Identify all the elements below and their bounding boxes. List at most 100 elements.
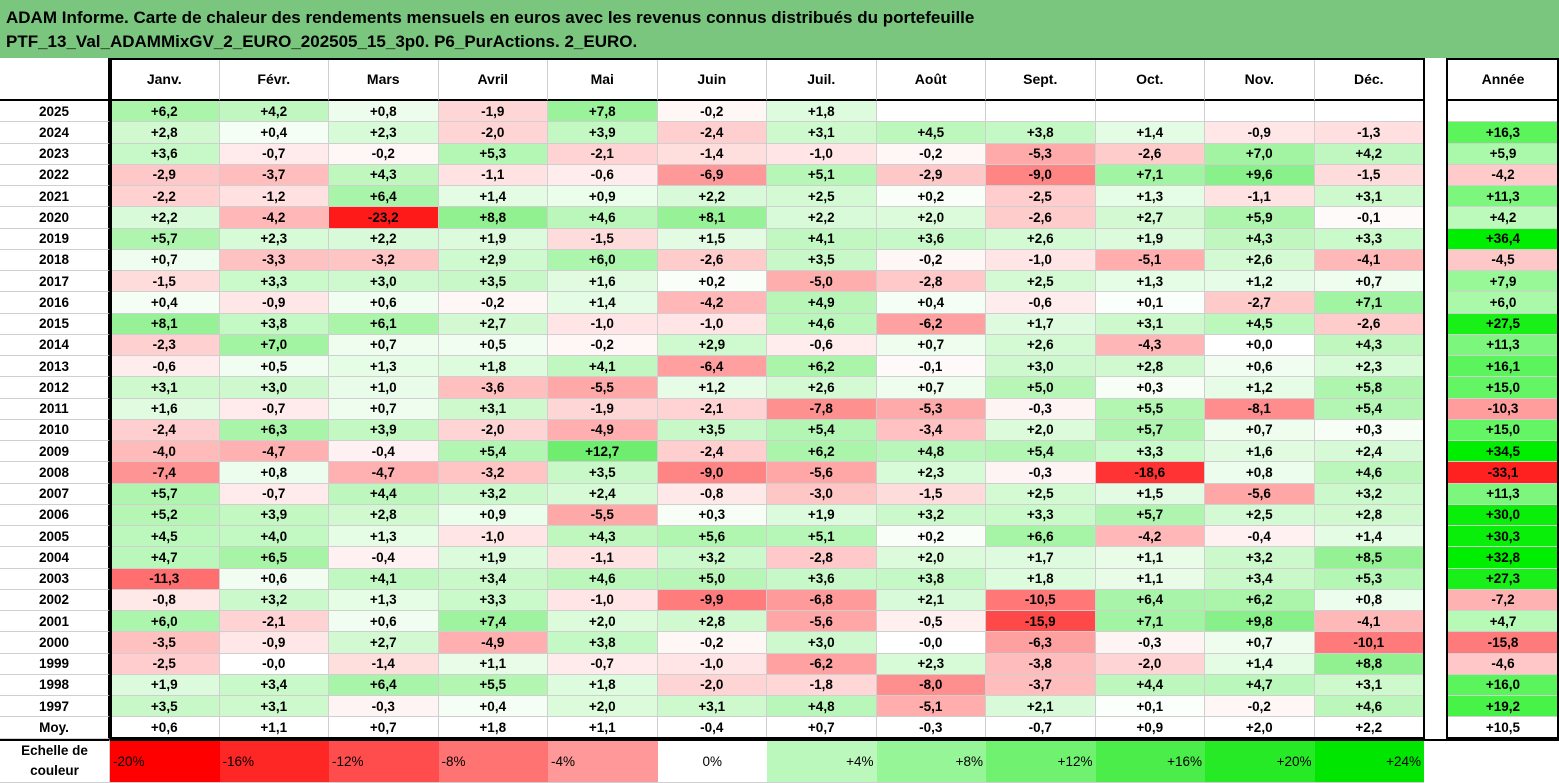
color-scale-label-line: couleur xyxy=(30,763,79,779)
heatmap-cell: -5,1 xyxy=(876,696,986,718)
gap-column xyxy=(1424,483,1446,505)
gap-column xyxy=(1424,526,1446,548)
heatmap-cell: +6,4 xyxy=(329,674,439,696)
heatmap-cell: +1,3 xyxy=(329,589,439,611)
heatmap-cell: +2,9 xyxy=(657,334,767,356)
heatmap-cell: +6,5 xyxy=(219,547,329,569)
heatmap-cell: +6,3 xyxy=(219,419,329,441)
year-total-cell: +15,0 xyxy=(1446,419,1559,441)
heatmap-cell: +4,7 xyxy=(1205,674,1315,696)
gap-column xyxy=(1424,313,1446,335)
heatmap-cell: -7,4 xyxy=(110,462,220,484)
year-total-cell: -4,6 xyxy=(1446,653,1559,675)
heatmap-cell: -1,2 xyxy=(219,186,329,208)
year-label: 2001 xyxy=(0,611,110,633)
heatmap-cell: -2,6 xyxy=(986,207,1096,229)
heatmap-cell: +4,5 xyxy=(110,526,220,548)
average-cell: +1,1 xyxy=(548,717,658,739)
average-cell: -0,7 xyxy=(986,717,1096,739)
heatmap-cell: +8,5 xyxy=(1314,547,1424,569)
heatmap-cell: -4,7 xyxy=(329,462,439,484)
gap-column xyxy=(1424,632,1446,654)
scale-blank-cell xyxy=(1446,738,1559,783)
heatmap-cell: +3,1 xyxy=(1314,186,1424,208)
heatmap-cell: +7,0 xyxy=(219,334,329,356)
heatmap-cell: +0,5 xyxy=(219,356,329,378)
heatmap-cell: +1,8 xyxy=(767,101,877,123)
heatmap-cell: -18,6 xyxy=(1095,462,1205,484)
year-total-header: Année xyxy=(1446,58,1559,101)
heatmap-cell: -1,1 xyxy=(548,547,658,569)
report-header: ADAM Informe. Carte de chaleur des rende… xyxy=(0,0,1559,58)
heatmap-cell: +5,5 xyxy=(438,674,548,696)
gap-column xyxy=(1424,696,1446,718)
year-label: 1999 xyxy=(0,653,110,675)
average-cell: +2,0 xyxy=(1205,717,1315,739)
heatmap-cell: +7,0 xyxy=(1205,143,1315,165)
color-scale-step: +12% xyxy=(986,738,1096,783)
heatmap-cell: +5,3 xyxy=(438,143,548,165)
heatmap-cell: +1,1 xyxy=(1095,568,1205,590)
heatmap-cell: +9,8 xyxy=(1205,611,1315,633)
heatmap-cell: -0,3 xyxy=(986,398,1096,420)
month-header-11: Nov. xyxy=(1205,58,1315,101)
heatmap-cell: +1,9 xyxy=(438,547,548,569)
heatmap-cell: +3,2 xyxy=(876,504,986,526)
heatmap-cell: +0,7 xyxy=(1205,632,1315,654)
heatmap-cell: -5,6 xyxy=(767,462,877,484)
gap-column xyxy=(1424,674,1446,696)
heatmap-cell: +1,9 xyxy=(438,228,548,250)
heatmap-cell: +4,3 xyxy=(548,526,658,548)
month-header-1: Janv. xyxy=(110,58,220,101)
heatmap-cell: +4,4 xyxy=(329,483,439,505)
heatmap-cell: +2,3 xyxy=(876,653,986,675)
heatmap-cell: -3,6 xyxy=(438,377,548,399)
heatmap-cell: +2,6 xyxy=(767,377,877,399)
heatmap-cell: -1,0 xyxy=(657,653,767,675)
average-cell: -0,3 xyxy=(876,717,986,739)
year-label: 2011 xyxy=(0,398,110,420)
heatmap-cell: +3,4 xyxy=(219,674,329,696)
month-header-4: Avril xyxy=(438,58,548,101)
heatmap-cell: +5,4 xyxy=(986,441,1096,463)
heatmap-cell: -5,3 xyxy=(986,143,1096,165)
color-scale-step: -12% xyxy=(329,738,439,783)
heatmap-cell: -2,0 xyxy=(657,674,767,696)
heatmap-cell: -0,6 xyxy=(767,334,877,356)
average-year-cell: +10,5 xyxy=(1446,717,1559,739)
heatmap-cell: +3,0 xyxy=(219,377,329,399)
heatmap-cell: +1,9 xyxy=(1095,228,1205,250)
heatmap-cell: +2,8 xyxy=(329,504,439,526)
heatmap-cell: +2,0 xyxy=(548,696,658,718)
heatmap-cell: -0,6 xyxy=(548,164,658,186)
heatmap-cell: +1,6 xyxy=(548,271,658,293)
gap-column xyxy=(1424,738,1446,783)
heatmap-cell: +4,5 xyxy=(876,122,986,144)
heatmap-cell: +3,3 xyxy=(438,589,548,611)
year-label: 2017 xyxy=(0,271,110,293)
gap-column xyxy=(1424,58,1446,101)
heatmap-cell: +0,7 xyxy=(1314,271,1424,293)
heatmap-cell: -0,2 xyxy=(657,101,767,123)
gap-column xyxy=(1424,653,1446,675)
gap-column xyxy=(1424,356,1446,378)
gap-column xyxy=(1424,122,1446,144)
heatmap-cell: -4,7 xyxy=(219,441,329,463)
year-label: 2007 xyxy=(0,483,110,505)
year-total-cell: +15,0 xyxy=(1446,377,1559,399)
heatmap-cell: +3,1 xyxy=(1314,674,1424,696)
heatmap-cell: +7,1 xyxy=(1095,611,1205,633)
heatmap-cell: -3,3 xyxy=(219,249,329,271)
heatmap-cell: +5,6 xyxy=(657,526,767,548)
heatmap-cell: -4,1 xyxy=(1314,611,1424,633)
heatmap-cell: +0,7 xyxy=(329,398,439,420)
heatmap-cell: -1,4 xyxy=(657,143,767,165)
heatmap-cell: +0,4 xyxy=(219,122,329,144)
year-total-cell: +6,0 xyxy=(1446,292,1559,314)
gap-column xyxy=(1424,207,1446,229)
heatmap-cell: -0,3 xyxy=(986,462,1096,484)
heatmap-cell: +0,5 xyxy=(438,334,548,356)
heatmap-cell: -6,4 xyxy=(657,356,767,378)
heatmap-cell: +4,4 xyxy=(1095,674,1205,696)
heatmap-cell: +0,4 xyxy=(876,292,986,314)
